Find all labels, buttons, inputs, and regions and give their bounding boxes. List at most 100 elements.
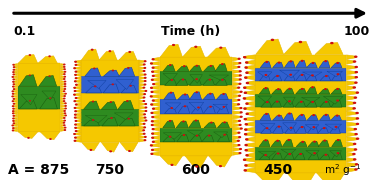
Polygon shape	[347, 132, 357, 137]
Polygon shape	[21, 94, 37, 105]
Circle shape	[356, 92, 358, 93]
Polygon shape	[76, 83, 81, 86]
Polygon shape	[139, 106, 147, 109]
Polygon shape	[139, 113, 145, 116]
Polygon shape	[152, 66, 160, 70]
Polygon shape	[84, 101, 99, 109]
Polygon shape	[244, 90, 255, 95]
Circle shape	[144, 61, 146, 62]
Polygon shape	[139, 83, 146, 86]
Polygon shape	[99, 51, 117, 60]
Circle shape	[12, 113, 14, 114]
Polygon shape	[217, 106, 229, 113]
Polygon shape	[347, 65, 357, 70]
Polygon shape	[139, 136, 146, 139]
Circle shape	[151, 87, 152, 88]
Polygon shape	[60, 129, 65, 131]
Circle shape	[240, 149, 241, 150]
Polygon shape	[60, 73, 65, 75]
Polygon shape	[60, 95, 65, 97]
Circle shape	[278, 115, 280, 116]
Polygon shape	[283, 123, 296, 131]
Polygon shape	[294, 154, 305, 160]
Polygon shape	[217, 134, 229, 142]
Polygon shape	[152, 57, 160, 61]
Polygon shape	[246, 101, 255, 106]
Polygon shape	[318, 128, 328, 133]
Circle shape	[355, 82, 357, 83]
Polygon shape	[347, 127, 356, 132]
Polygon shape	[139, 80, 146, 83]
Bar	[255, 54, 347, 68]
Polygon shape	[261, 102, 271, 107]
Circle shape	[289, 101, 290, 102]
Circle shape	[152, 71, 153, 72]
Circle shape	[152, 100, 154, 101]
Polygon shape	[306, 87, 317, 94]
Polygon shape	[114, 113, 133, 119]
Polygon shape	[208, 47, 230, 57]
Circle shape	[238, 87, 240, 88]
Circle shape	[152, 141, 154, 142]
Polygon shape	[232, 127, 242, 131]
Polygon shape	[139, 93, 145, 96]
Bar	[255, 133, 347, 147]
Polygon shape	[119, 118, 135, 126]
Polygon shape	[13, 71, 17, 73]
Polygon shape	[296, 60, 307, 68]
Polygon shape	[347, 158, 355, 162]
Polygon shape	[272, 153, 282, 160]
Circle shape	[64, 69, 65, 70]
Circle shape	[277, 153, 279, 154]
Circle shape	[210, 93, 211, 94]
Circle shape	[240, 112, 242, 113]
Circle shape	[75, 61, 76, 62]
Circle shape	[65, 81, 66, 82]
Circle shape	[324, 128, 325, 129]
Polygon shape	[74, 132, 81, 135]
Circle shape	[243, 159, 246, 160]
Polygon shape	[260, 123, 275, 130]
Bar	[81, 93, 139, 109]
Polygon shape	[295, 115, 306, 120]
Polygon shape	[60, 78, 65, 80]
Polygon shape	[244, 106, 255, 111]
Polygon shape	[13, 127, 17, 129]
Circle shape	[314, 141, 315, 142]
Circle shape	[64, 91, 65, 92]
Polygon shape	[152, 140, 160, 144]
Polygon shape	[347, 70, 357, 75]
Circle shape	[240, 116, 242, 117]
Bar	[160, 71, 232, 85]
Polygon shape	[119, 52, 137, 60]
Polygon shape	[60, 64, 65, 66]
Circle shape	[151, 153, 153, 154]
Polygon shape	[232, 115, 242, 119]
Polygon shape	[60, 76, 65, 78]
Polygon shape	[245, 127, 255, 132]
Polygon shape	[139, 116, 146, 119]
Circle shape	[184, 94, 186, 95]
Circle shape	[353, 108, 355, 109]
Polygon shape	[85, 86, 102, 93]
Text: 0.1: 0.1	[13, 25, 35, 38]
Polygon shape	[13, 115, 17, 117]
Polygon shape	[258, 151, 276, 157]
Polygon shape	[256, 173, 284, 181]
Circle shape	[354, 159, 356, 160]
Circle shape	[152, 129, 154, 130]
Polygon shape	[152, 127, 160, 131]
Circle shape	[196, 166, 198, 167]
Polygon shape	[215, 64, 227, 71]
Circle shape	[144, 77, 146, 78]
Polygon shape	[103, 70, 119, 76]
Bar	[160, 57, 232, 71]
Circle shape	[13, 84, 14, 85]
Polygon shape	[204, 66, 216, 71]
Bar	[81, 60, 139, 76]
Polygon shape	[139, 133, 145, 136]
Polygon shape	[74, 90, 81, 92]
Polygon shape	[84, 120, 99, 126]
Polygon shape	[118, 101, 134, 109]
Polygon shape	[243, 55, 255, 59]
